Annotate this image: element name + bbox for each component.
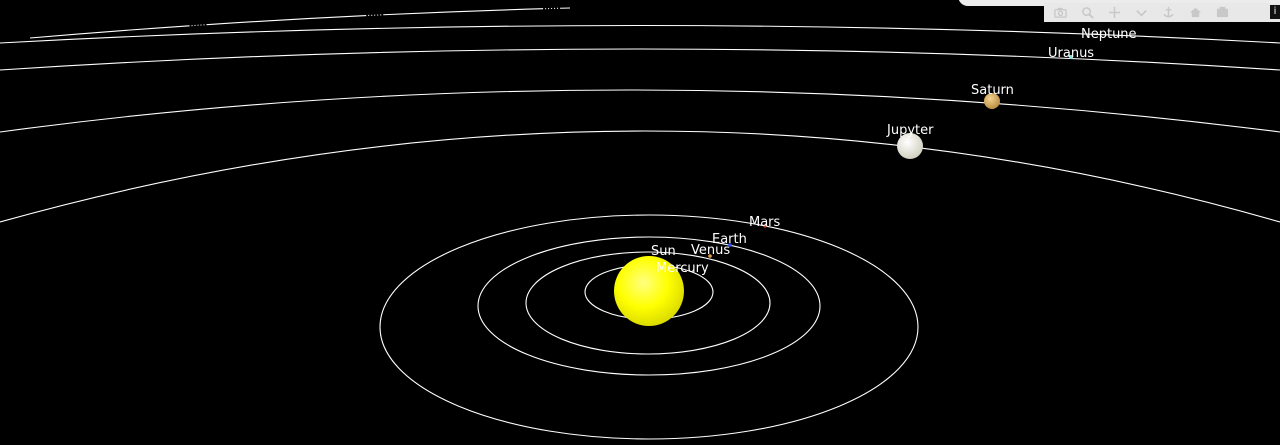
orbit-jupiter — [0, 130, 1280, 223]
orbit-earth — [477, 236, 821, 376]
label-jupiter: Jupyter — [886, 123, 934, 138]
reset-camera-icon[interactable] — [1214, 5, 1230, 21]
label-uranus: Uranus — [1048, 46, 1094, 61]
venus-sphere[interactable] — [708, 254, 712, 258]
home-icon[interactable] — [1187, 5, 1203, 21]
label-earth: Earth — [712, 232, 747, 247]
modebar-logo-icon[interactable]: i — [1270, 5, 1280, 19]
mercury-sphere[interactable] — [684, 269, 688, 273]
earth-sphere[interactable] — [728, 243, 732, 247]
plot-modebar — [1044, 3, 1280, 22]
uranus-sphere[interactable] — [1069, 55, 1073, 59]
label-sun: Sun — [651, 244, 676, 259]
label-neptune: Neptune — [1081, 27, 1137, 42]
mars-sphere[interactable] — [763, 224, 767, 228]
orbit-rotation-icon[interactable] — [1133, 5, 1149, 21]
pan-icon[interactable] — [1106, 5, 1122, 21]
label-mars: Mars — [749, 215, 781, 230]
orbit-mars — [379, 214, 919, 440]
orbit-pluto-fragment — [29, 7, 571, 39]
turntable-rotation-icon[interactable] — [1160, 5, 1176, 21]
label-mercury: Mercury — [656, 261, 709, 276]
jupiter-sphere[interactable] — [897, 133, 923, 159]
orbit-venus — [525, 251, 771, 355]
orbit-uranus — [0, 48, 1280, 71]
label-venus: Venus — [691, 243, 730, 258]
camera-icon[interactable] — [1052, 5, 1068, 21]
sun-sphere[interactable] — [614, 256, 684, 326]
orbit-neptune — [0, 24, 1280, 44]
label-saturn: Saturn — [971, 83, 1014, 98]
saturn-sphere[interactable] — [984, 93, 1000, 109]
orbit-saturn — [0, 89, 1280, 133]
zoom-icon[interactable] — [1079, 5, 1095, 21]
